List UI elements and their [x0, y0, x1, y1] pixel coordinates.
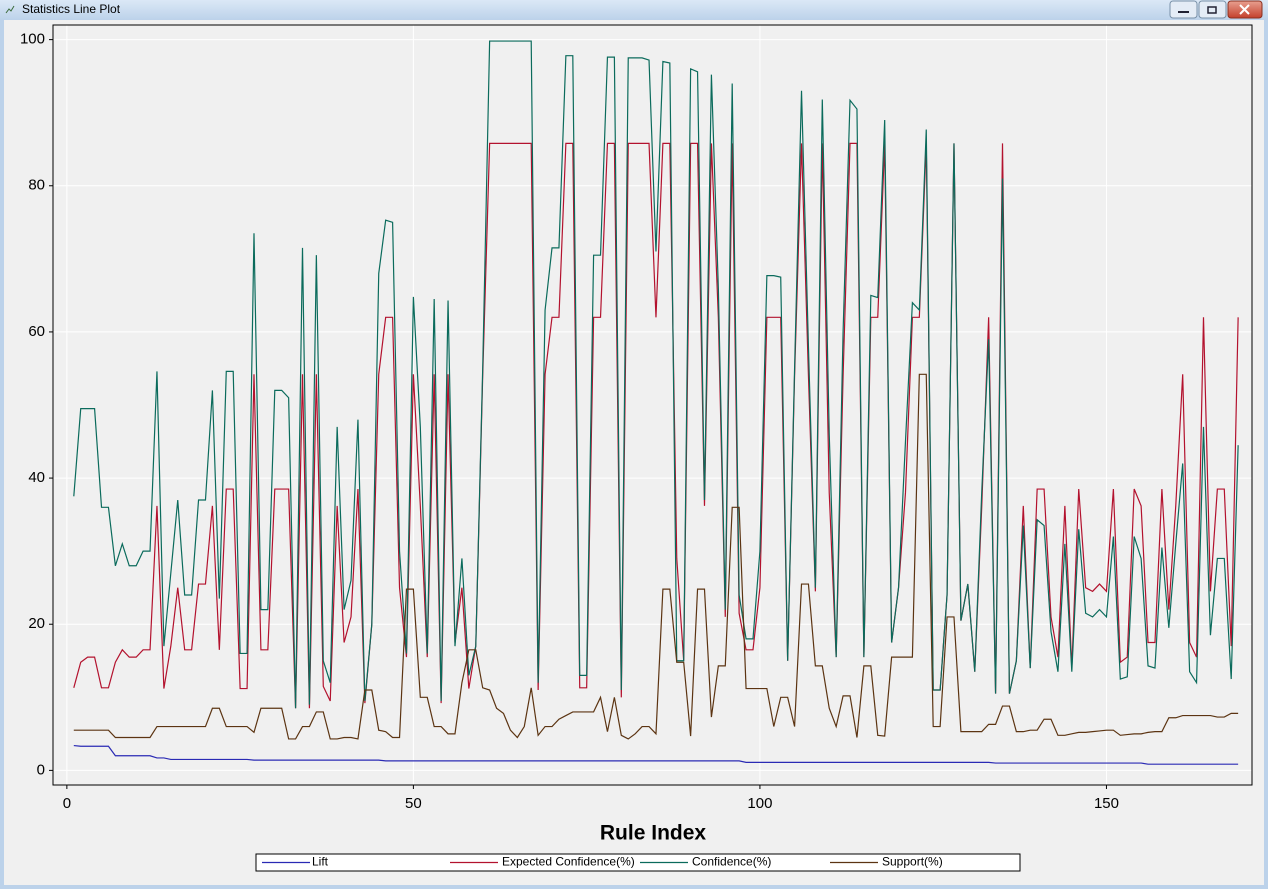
legend-label: Expected Confidence(%): [502, 855, 635, 869]
restore-button[interactable]: [1198, 0, 1227, 19]
y-tick-label: 60: [28, 323, 45, 340]
y-tick-label: 100: [20, 31, 45, 48]
x-tick-label: 0: [63, 795, 71, 812]
legend-label: Lift: [312, 855, 329, 869]
x-tick-label: 150: [1094, 795, 1119, 812]
legend: Lift Expected Confidence(%) Confidence(%) S…: [262, 855, 943, 869]
title-bar: [0, 0, 1268, 20]
legend-label: Support(%): [882, 855, 943, 869]
x-tick-label: 50: [405, 795, 422, 812]
restore-icon: [1207, 6, 1217, 14]
plot: 0 20 40 60 80 100 0 50 100 150: [20, 24, 1253, 812]
legend-label: Confidence(%): [692, 855, 771, 869]
series-line: [73, 40, 1239, 709]
legend-box: [255, 853, 1021, 872]
window-icon: [5, 5, 15, 14]
y-tick-label: 20: [28, 615, 45, 632]
y-tick-label: 0: [37, 761, 45, 778]
x-tick-label: 100: [747, 795, 772, 812]
close-icon: [1239, 4, 1250, 15]
series-line: [73, 373, 1239, 740]
plot-border: [52, 24, 1253, 786]
window-title: Statistics Line Plot: [22, 2, 121, 16]
x-axis-label: Rule Index: [600, 822, 707, 845]
y-tick-label: 40: [28, 469, 45, 486]
y-tick-label: 80: [28, 177, 45, 194]
series-line: [73, 744, 1239, 765]
series-line: [73, 142, 1239, 709]
minimize-button[interactable]: [1169, 0, 1198, 19]
